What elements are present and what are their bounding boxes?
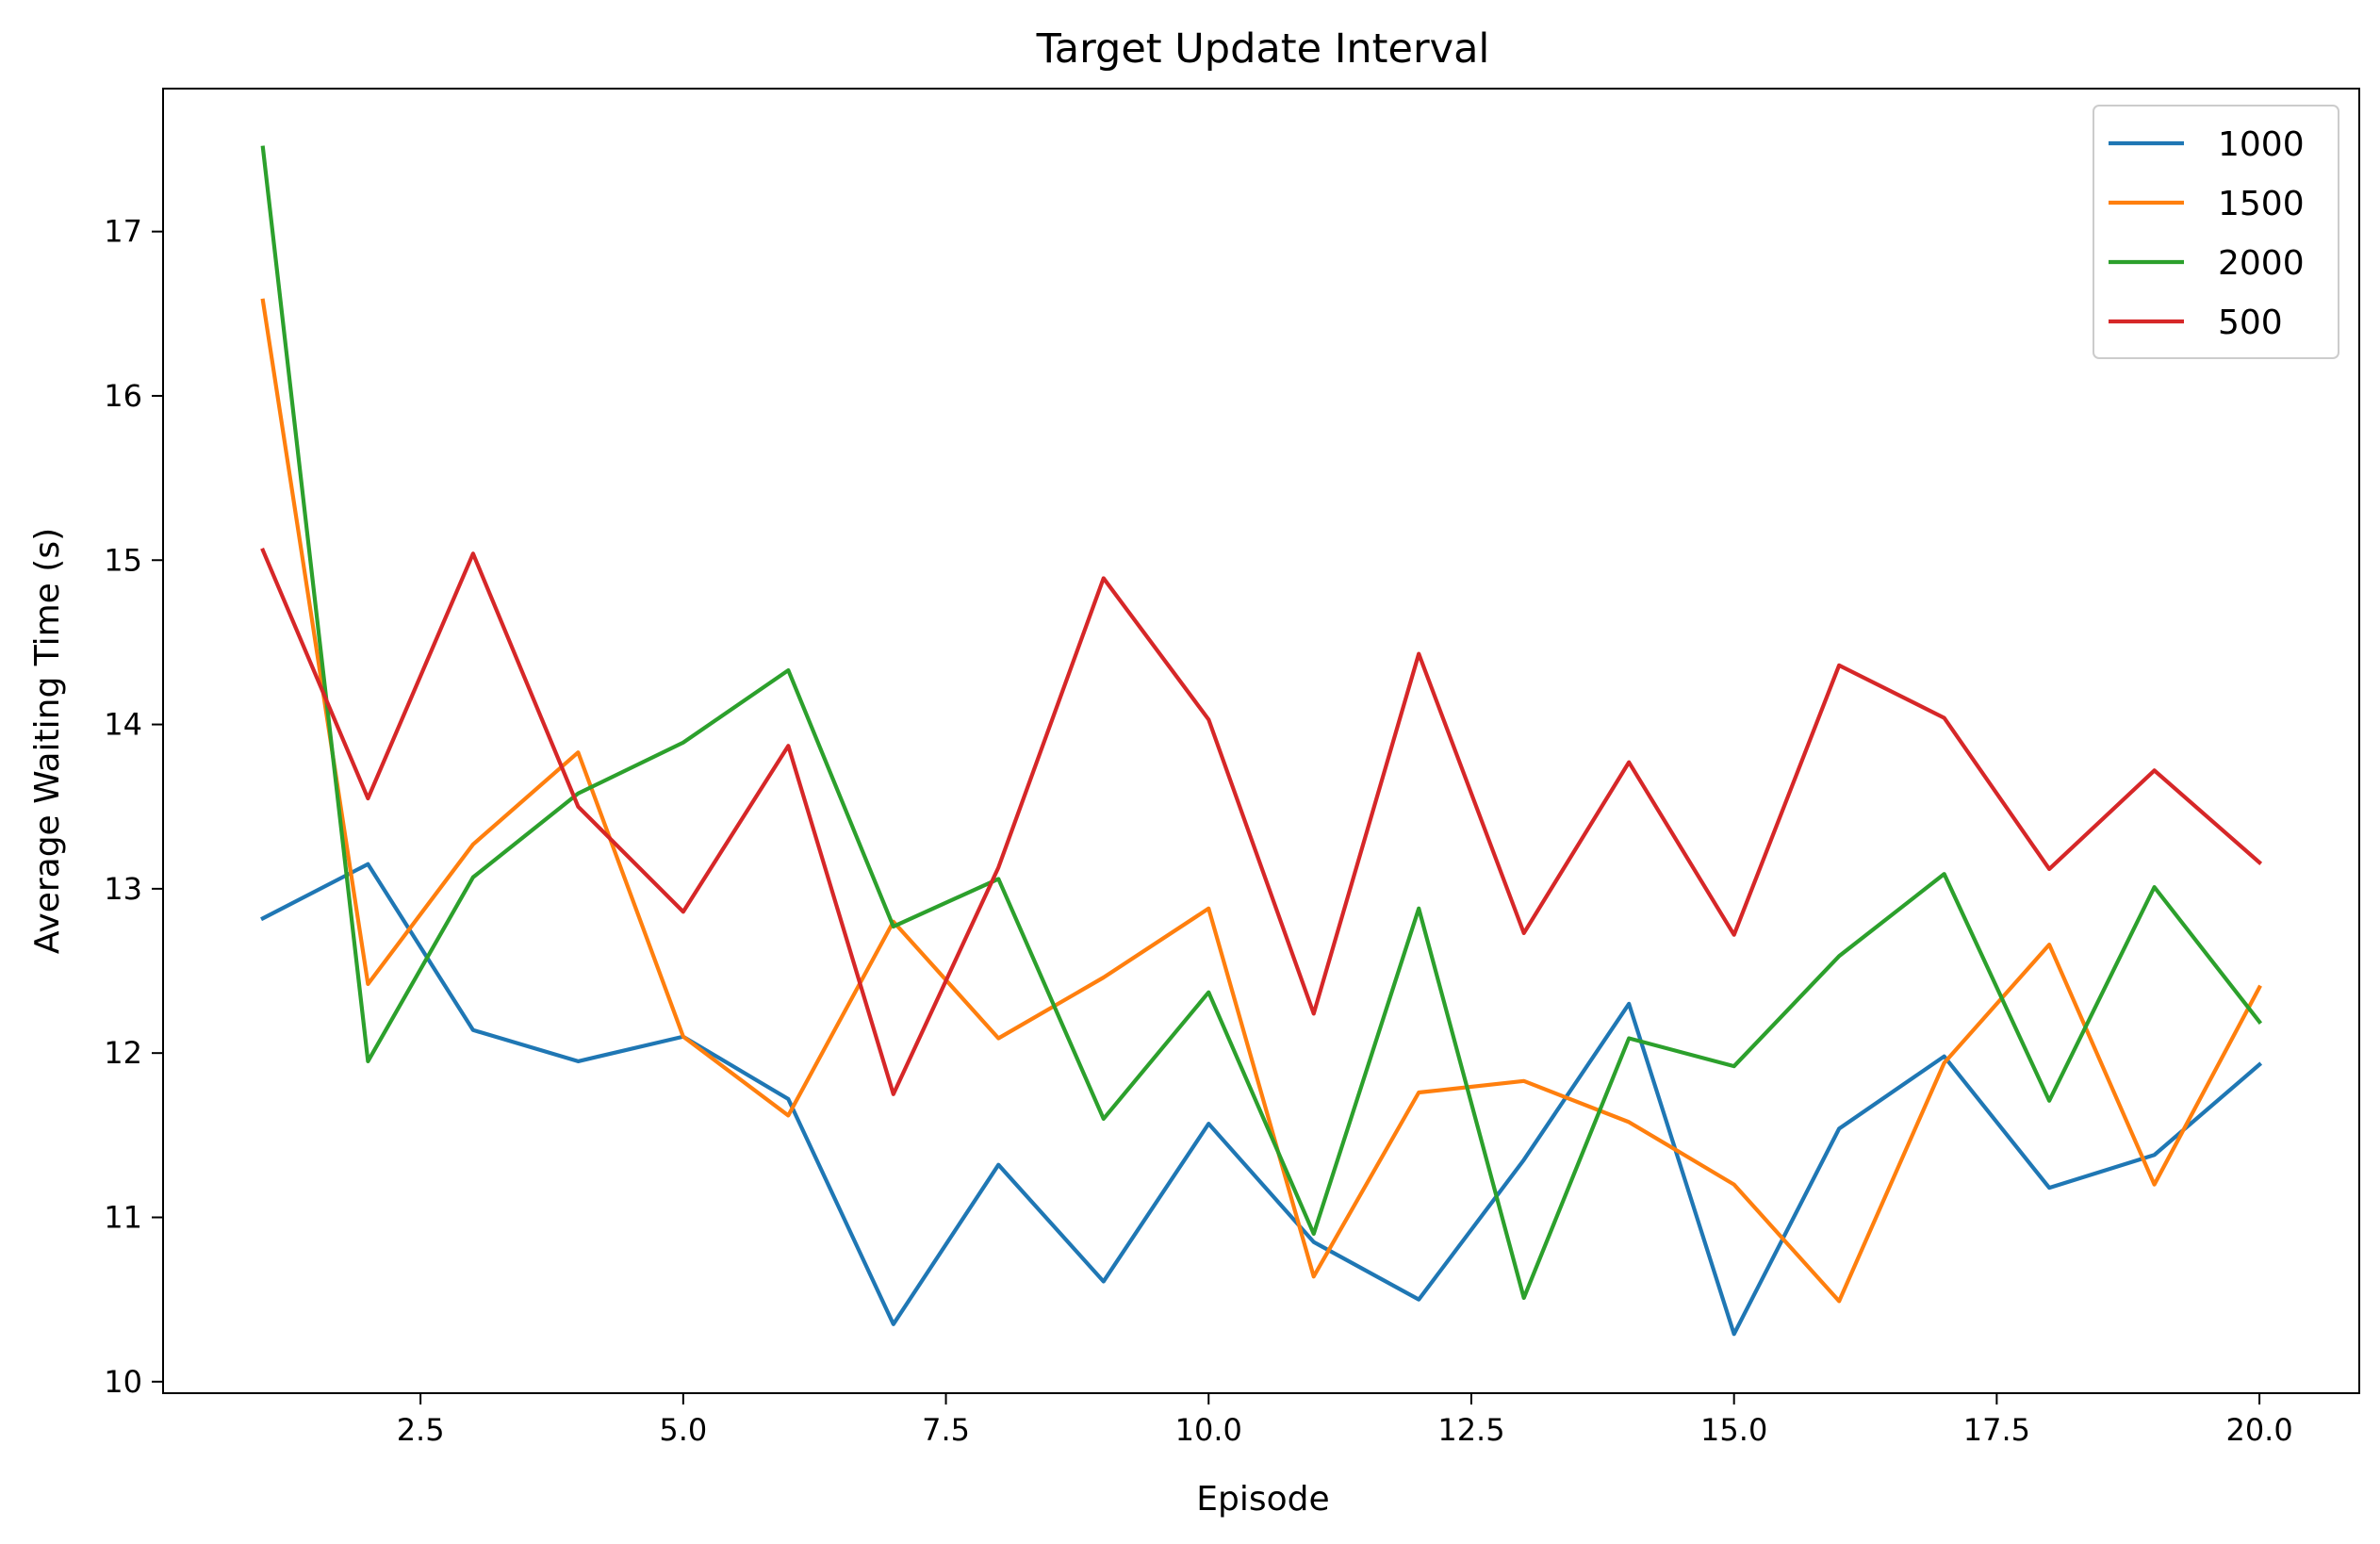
- series-line-1000: [260, 862, 2263, 1337]
- y-tick-label: 17: [104, 214, 142, 250]
- legend-label-2000: 2000: [2218, 244, 2305, 283]
- x-tick-label: 12.5: [1437, 1412, 1504, 1448]
- x-tick-label: 2.5: [397, 1412, 445, 1448]
- x-tick-label: 17.5: [1963, 1412, 2030, 1448]
- legend: 1000 1500 2000 500: [2093, 105, 2339, 359]
- series-line-500: [260, 548, 2263, 1096]
- y-axis: 10 11 12 13 14 15 16 17: [104, 214, 163, 1400]
- chart-title: Target Update Interval: [1036, 25, 1490, 73]
- series-line-1500: [260, 298, 2262, 1304]
- plot-frame: [162, 88, 2360, 1394]
- legend-label-500: 500: [2218, 304, 2283, 342]
- x-tick-label: 10.0: [1175, 1412, 1242, 1448]
- y-tick-label: 15: [104, 542, 142, 578]
- y-tick-label: 12: [104, 1035, 142, 1071]
- y-tick-label: 11: [104, 1199, 142, 1235]
- x-axis-title: Episode: [1196, 1480, 1329, 1519]
- y-tick-label: 16: [104, 378, 142, 414]
- series-line-2000: [260, 145, 2263, 1301]
- y-axis-title: Average Waiting Time (s): [28, 528, 67, 954]
- y-tick-label: 13: [104, 871, 142, 907]
- y-tick-label: 14: [104, 707, 142, 743]
- x-tick-label: 5.0: [659, 1412, 707, 1448]
- legend-box: [2093, 105, 2339, 359]
- x-axis: 2.5 5.0 7.5 10.0 12.5 15.0 17.5 20.0: [397, 1393, 2293, 1448]
- y-tick-label: 10: [104, 1364, 142, 1400]
- plot-area: [162, 88, 2360, 1394]
- legend-label-1000: 1000: [2218, 125, 2305, 164]
- x-tick-label: 15.0: [1700, 1412, 1767, 1448]
- x-tick-label: 7.5: [922, 1412, 970, 1448]
- x-tick-label: 20.0: [2225, 1412, 2292, 1448]
- legend-label-1500: 1500: [2218, 185, 2305, 223]
